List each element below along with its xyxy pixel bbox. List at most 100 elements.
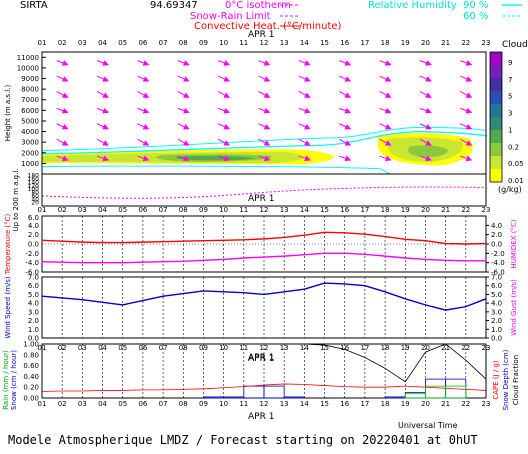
temperature-point	[243, 239, 245, 241]
cloud-x-tick-label: 08	[179, 39, 188, 47]
wind-arrow	[460, 107, 473, 114]
wind-arrow	[460, 123, 473, 130]
precip-x-tick-label: 01	[38, 400, 47, 408]
wind-point	[283, 291, 285, 293]
precip-x-tick-label: 02	[58, 400, 67, 408]
cloud-y-tick-label-lower: 80	[31, 190, 39, 197]
wind-y-tick-label: 4.0	[28, 300, 39, 308]
cloud-x-tick-label: 14	[300, 39, 309, 47]
temperature-point	[404, 257, 406, 259]
wind-arrow	[460, 90, 473, 98]
wind-arrow	[258, 123, 271, 130]
temperature-point	[122, 262, 124, 264]
temperature-point	[283, 255, 285, 257]
wind-arrow	[177, 123, 190, 130]
wind-y-tick-label: 5.0	[28, 291, 39, 299]
temp-x-tick-label: 04	[98, 206, 107, 214]
wind-arrow	[298, 107, 311, 114]
wind-point	[182, 292, 184, 295]
cloud-x-tick-label: 04	[98, 39, 107, 47]
cloud-y-tick-label: 2000	[21, 149, 39, 157]
temperature-point	[465, 260, 467, 262]
temp-x-tick-label: 23	[482, 206, 491, 214]
cloud-y-tick-label: 8000	[21, 86, 39, 94]
precip-y-tick-label: 1.00	[23, 341, 39, 349]
precip-series-cloud-fraction	[304, 343, 487, 383]
wind-y-tick-label-right: 0.0	[491, 335, 502, 343]
wind-arrow	[217, 107, 231, 114]
wind-arrow	[258, 90, 271, 98]
wind-arrow	[217, 155, 231, 162]
cloud-x-tick-label: 18	[381, 39, 390, 47]
wind-arrow	[379, 75, 392, 82]
temperature-y-tick-label: -4.0	[25, 259, 39, 267]
colorbar-swatch	[490, 91, 502, 104]
precip-y-tick-label: 0.20	[23, 384, 39, 392]
temperature-y-axis-label: Temperature (°C)	[4, 214, 12, 276]
temperature-point	[344, 232, 346, 234]
wind-arrow	[258, 75, 271, 82]
precip-y-axis-label-right: CAPE (J / g)	[492, 360, 500, 400]
wind-arrow	[56, 155, 69, 162]
wind-arrow	[217, 138, 231, 146]
date-label-wind: APR 1	[248, 353, 274, 363]
wind-arrow	[177, 60, 190, 66]
date-label-top: APR 1	[248, 30, 274, 40]
wind-y-tick-label: 3.0	[28, 308, 39, 316]
temp-x-tick-label: 13	[280, 206, 289, 214]
wind-arrow	[379, 90, 392, 98]
wind-arrow	[217, 123, 231, 130]
cloud-y-tick-label: 7000	[21, 96, 39, 104]
temperature-point	[81, 262, 83, 264]
precip-x-tick-label: 10	[219, 400, 228, 408]
cloud-layer-evening-core	[408, 145, 448, 158]
wind-y-tick-label-right: 4.0	[491, 300, 502, 308]
temp-x-tick-label: 05	[118, 206, 127, 214]
wind-y-tick-label: 0.0	[28, 335, 39, 343]
cloud-y-tick-label-lower: 100	[28, 186, 40, 193]
wind-arrow	[379, 107, 392, 114]
wind-arrow	[177, 75, 190, 82]
colorbar-tick-label: 0.05	[508, 160, 524, 168]
precip-x-tick-label: 14	[300, 400, 309, 408]
colorbar-tick-label: 0.2	[508, 143, 519, 151]
precip-bar-rain	[384, 396, 406, 399]
wind-arrow	[419, 138, 432, 146]
wind-point	[41, 295, 43, 297]
temperature-point	[101, 242, 104, 244]
wind-arrow	[419, 60, 432, 66]
wind-y-tick-label: 1.0	[28, 326, 39, 334]
cloud-y-tick-label: 1000	[21, 160, 39, 168]
precip-x-tick-label: 07	[159, 400, 168, 408]
wind-arrow	[419, 107, 432, 114]
cloud-panel: 01 02 03 04 05 06 07 08 09 10 11 12 13 14 15 16 17 18 19 20…	[4, 39, 490, 232]
wind-point	[142, 299, 144, 302]
forecast-title: Modele Atmospherique LMDZ / Forecast sta…	[8, 433, 478, 447]
wind-arrow	[56, 107, 69, 114]
temperature-point	[485, 242, 487, 245]
cloud-y-tick-label-lower: 160	[28, 176, 40, 183]
wind-point	[364, 285, 366, 287]
wind-arrow	[379, 123, 392, 130]
colorbar-swatch	[490, 130, 502, 143]
temperature-point	[61, 261, 63, 263]
cloud-x-tick-label: 01	[38, 39, 47, 47]
precip-bar-rain	[203, 396, 225, 399]
temperature-point	[364, 233, 366, 235]
temperature-series-temperature	[41, 231, 487, 245]
wind-arrow	[56, 60, 69, 66]
temperature-point	[142, 261, 144, 263]
temperature-point	[424, 240, 427, 242]
temp-x-tick-label: 07	[159, 206, 168, 214]
temperature-point	[202, 240, 205, 242]
temperature-panel: 4.0 4.02.0 2.00.0 0.0-2.0 -2.0-4.0 -4.0-6.0 -6…	[4, 214, 518, 277]
wind-arrow	[339, 107, 352, 114]
wind-point	[465, 306, 467, 308]
precip-x-tick-label: 09	[199, 400, 208, 408]
colorbar-tick-label: 1	[508, 126, 512, 134]
wind-arrow	[96, 107, 109, 114]
temp-x-tick-label: 12	[260, 206, 269, 214]
precip-x-tick-label: 13	[280, 400, 289, 408]
colorbar-swatch	[490, 52, 502, 65]
temperature-y-tick-label-right: 0.0	[491, 241, 502, 249]
